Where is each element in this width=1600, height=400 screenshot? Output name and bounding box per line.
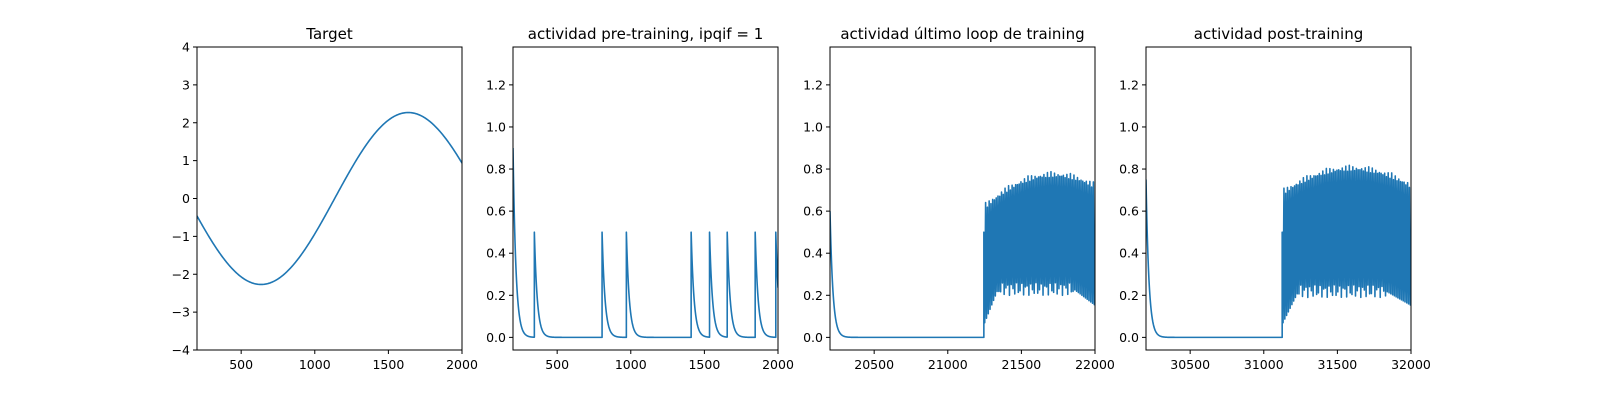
x-tick-label: 31000 (1244, 357, 1284, 372)
x-tick-label: 2000 (446, 357, 478, 372)
x-tick-label: 30500 (1170, 357, 1210, 372)
y-tick-label: 0.6 (486, 204, 506, 219)
x-tick-label: 21000 (928, 357, 968, 372)
x-tick-label: 32000 (1391, 357, 1431, 372)
series-line-1-1 (197, 111, 462, 286)
y-tick-label: 0.0 (803, 330, 823, 345)
axes-frame (512, 46, 779, 351)
x-tick-label: 31500 (1318, 357, 1358, 372)
x-tick-label: 1000 (299, 357, 331, 372)
y-tick-label: −3 (172, 305, 190, 320)
y-tick-label: 0.4 (803, 246, 823, 261)
y-tick-label: 1.0 (486, 119, 506, 134)
y-tick-label: 0.4 (1119, 246, 1139, 261)
y-tick-label: 3 (182, 77, 190, 92)
y-tick-label: 1.0 (803, 119, 823, 134)
y-tick-label: 0.0 (1119, 330, 1139, 345)
y-tick-label: 0 (182, 191, 190, 206)
x-tick-label: 1000 (615, 357, 647, 372)
y-tick-label: 0.2 (1119, 288, 1139, 303)
chart-title: actividad último loop de training (840, 25, 1084, 43)
y-tick-label: 1.0 (1119, 119, 1139, 134)
x-tick-label: 500 (229, 357, 253, 372)
chart-panel-1: Target 500 1000 1500 2000 −4 −3 −2 −1 0 1 2 3 4 (172, 25, 478, 372)
chart-panel-3: actividad último loop de training 20500 21… (803, 25, 1115, 372)
x-tick-label: 1500 (372, 357, 404, 372)
y-tick-label: 1.2 (486, 77, 506, 92)
y-tick-label: 1.2 (803, 77, 823, 92)
series-line-3-1 (830, 170, 1095, 339)
y-tick-label: 0.8 (486, 162, 506, 177)
y-tick-label: 1.2 (1119, 77, 1139, 92)
x-tick-label: 2000 (762, 357, 794, 372)
y-tick-label: 0.0 (486, 330, 506, 345)
x-tick-label: 1500 (688, 357, 720, 372)
y-tick-label: 0.2 (486, 288, 506, 303)
y-tick-label: 4 (182, 40, 190, 55)
y-tick-label: 0.8 (803, 162, 823, 177)
series-line-2-1 (513, 147, 778, 339)
panels: Target 500 1000 1500 2000 −4 −3 −2 −1 0 1 2 3 4 activi… (172, 25, 1431, 372)
y-tick-label: 1 (182, 153, 190, 168)
x-tick-label: 500 (545, 357, 569, 372)
chart-title: Target (305, 25, 353, 43)
x-tick-label: 22000 (1075, 357, 1115, 372)
y-tick-label: 2 (182, 115, 190, 130)
chart-title: actividad pre-training, ipqif = 1 (528, 25, 764, 43)
y-tick-label: 0.8 (1119, 162, 1139, 177)
y-tick-label: −2 (172, 267, 190, 282)
y-tick-label: −1 (172, 229, 190, 244)
axes-frame (829, 46, 1096, 351)
chart-panel-2: actividad pre-training, ipqif = 1 500 1000… (486, 25, 794, 372)
chart-panel-4: actividad post-training 30500 31000 31500 32… (1119, 25, 1431, 372)
x-tick-label: 20500 (854, 357, 894, 372)
chart-title: actividad post-training (1194, 25, 1363, 43)
series-line-4-1 (1146, 164, 1411, 339)
y-tick-label: 0.2 (803, 288, 823, 303)
y-tick-label: 0.4 (486, 246, 506, 261)
y-tick-label: 0.6 (1119, 204, 1139, 219)
x-tick-label: 21500 (1002, 357, 1042, 372)
axes-frame (1145, 46, 1412, 351)
y-tick-label: −4 (172, 343, 190, 358)
y-tick-label: 0.6 (803, 204, 823, 219)
axes-frame (196, 46, 463, 351)
